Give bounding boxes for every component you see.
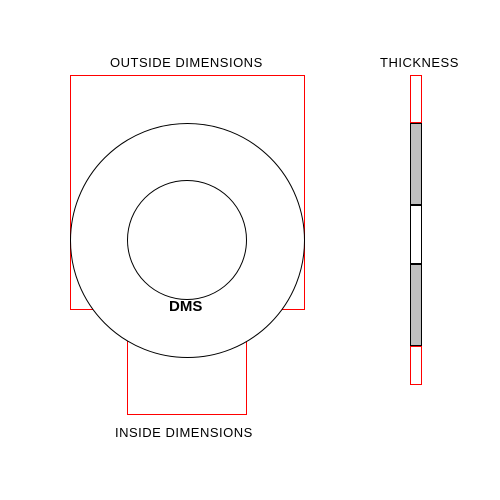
thickness-label: THICKNESS [380, 55, 459, 70]
thickness-segment [410, 264, 422, 346]
outside-dimensions-label: OUTSIDE DIMENSIONS [110, 55, 263, 70]
diagram-stage: DMS OUTSIDE DIMENSIONS INSIDE DIMENSIONS… [0, 0, 500, 500]
thickness-segment [410, 123, 422, 205]
thickness-segment [410, 346, 422, 385]
inside-dimensions-label: INSIDE DIMENSIONS [115, 425, 253, 440]
washer-inner-circle [127, 180, 247, 300]
thickness-segment [410, 205, 422, 264]
dms-label: DMS [169, 298, 202, 315]
thickness-side-view [410, 75, 422, 385]
thickness-segment [410, 75, 422, 123]
